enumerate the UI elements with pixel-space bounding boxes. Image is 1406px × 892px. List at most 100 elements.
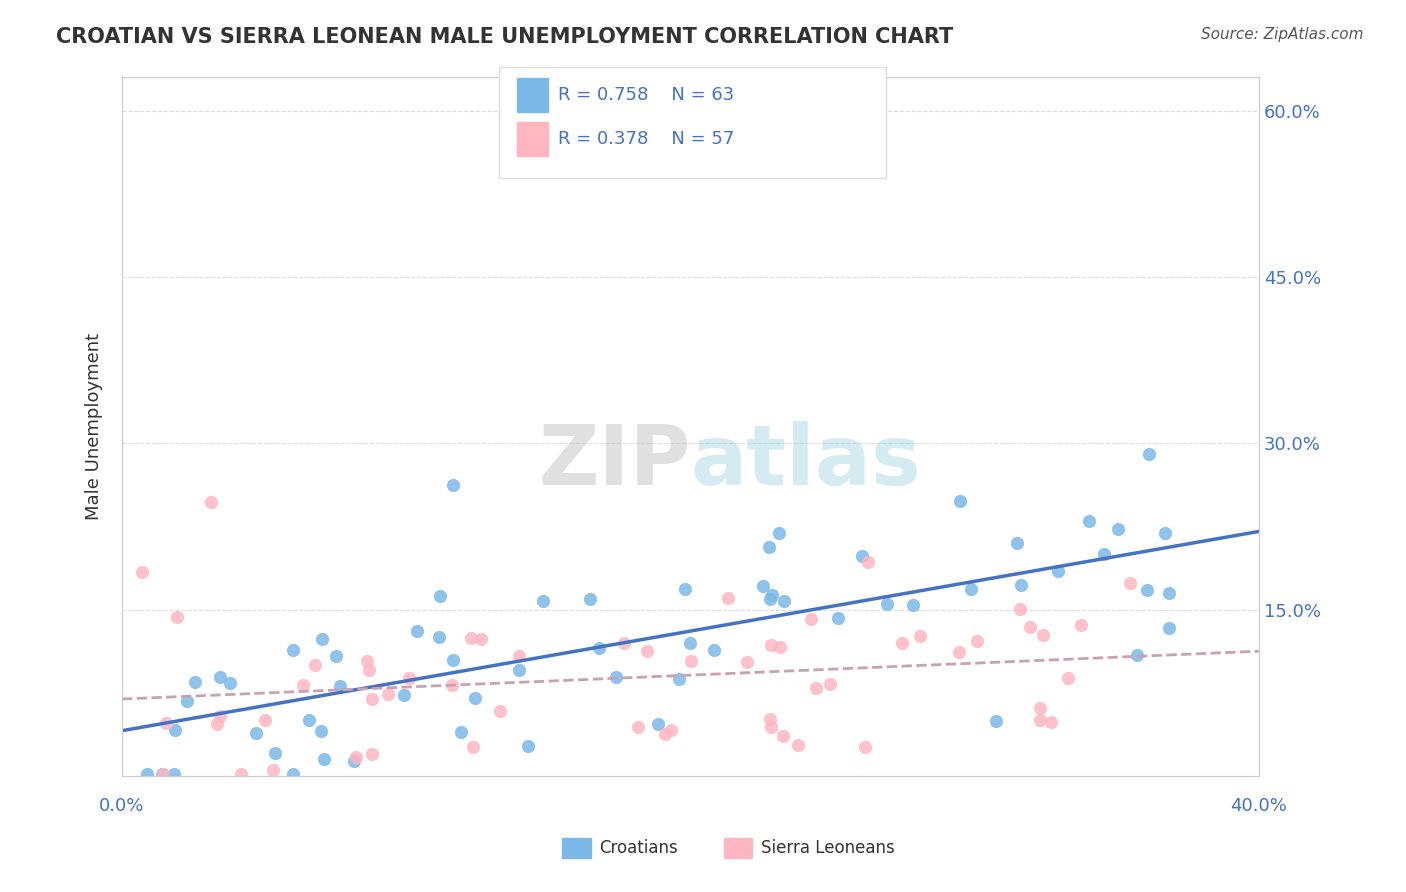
Point [150,767,173,781]
Point [254,713,277,727]
Point [1057,672,1080,686]
Point [344,750,367,764]
Point [470,632,492,647]
Point [229,767,252,781]
Point [681,654,703,668]
Point [959,582,981,596]
Point [827,610,849,624]
Point [1107,522,1129,536]
Text: CROATIAN VS SIERRA LEONEAN MALE UNEMPLOYMENT CORRELATION CHART: CROATIAN VS SIERRA LEONEAN MALE UNEMPLOY… [56,27,953,46]
Text: ZIP: ZIP [538,421,690,502]
Point [406,624,429,638]
Point [613,636,636,650]
Point [647,716,669,731]
Point [855,739,877,754]
Point [1077,515,1099,529]
Point [360,747,382,761]
Point [264,746,287,760]
Point [636,643,658,657]
Point [209,669,232,683]
Point [312,752,335,766]
Point [441,477,464,491]
Point [297,713,319,727]
Point [304,658,326,673]
Text: 40.0%: 40.0% [1230,797,1286,815]
Point [429,589,451,603]
Point [579,592,602,607]
Point [489,704,512,718]
Point [800,612,823,626]
Point [768,525,790,540]
Point [208,709,231,723]
Point [668,672,690,686]
Point [517,739,540,754]
Point [717,591,740,605]
Point [759,638,782,652]
Point [427,630,450,644]
Point [1092,547,1115,561]
Point [758,540,780,554]
Point [1069,618,1091,632]
Point [291,678,314,692]
Point [460,632,482,646]
Point [200,495,222,509]
Point [759,719,782,733]
Point [533,593,555,607]
Point [1153,525,1175,540]
Point [262,763,284,777]
Point [1119,575,1142,590]
Point [309,724,332,739]
Point [703,643,725,657]
Point [910,629,932,643]
Point [787,738,810,752]
Point [329,679,352,693]
Point [1040,714,1063,729]
Point [441,678,464,692]
Point [769,640,792,654]
Point [464,691,486,706]
Point [245,726,267,740]
Point [1010,577,1032,591]
Point [856,555,879,569]
Point [176,694,198,708]
Text: atlas: atlas [690,421,921,502]
Point [876,598,898,612]
Point [152,767,174,781]
Point [398,671,420,685]
Point [758,592,780,607]
Point [461,740,484,755]
Point [761,588,783,602]
Point [627,720,650,734]
Point [773,594,796,608]
Point [679,636,702,650]
Point [136,767,159,781]
Point [605,670,627,684]
Point [205,716,228,731]
Point [184,675,207,690]
Point [166,610,188,624]
Point [281,767,304,781]
Point [162,767,184,781]
Point [759,712,782,726]
Point [1159,586,1181,600]
Text: Sierra Leoneans: Sierra Leoneans [761,839,894,857]
Text: Source: ZipAtlas.com: Source: ZipAtlas.com [1201,27,1364,42]
Point [450,724,472,739]
Point [752,579,775,593]
Point [890,636,912,650]
Point [131,565,153,579]
Point [155,715,177,730]
Point [325,648,347,663]
Point [966,634,988,648]
Point [1008,601,1031,615]
Point [1159,621,1181,635]
Point [392,688,415,702]
Point [735,655,758,669]
Point [1029,701,1052,715]
Point [1125,648,1147,662]
Point [984,714,1007,728]
Point [903,599,925,613]
Y-axis label: Male Unemployment: Male Unemployment [86,334,103,520]
Point [377,687,399,701]
Point [1007,535,1029,549]
